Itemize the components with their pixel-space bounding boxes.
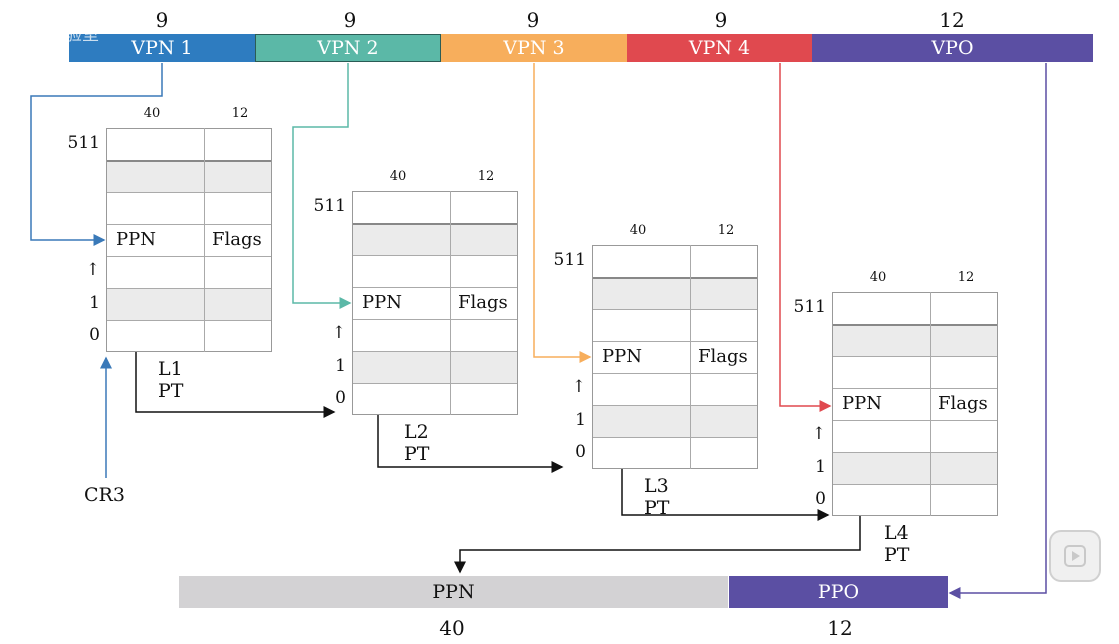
vpo-field: VPO <box>812 34 1093 62</box>
table-row <box>352 255 518 287</box>
col-ppn-bits: 40 <box>389 169 407 184</box>
watermark: 实验室 <box>0 14 214 50</box>
table-row <box>832 292 998 324</box>
index-1: 1 <box>335 356 346 376</box>
col-flags-bits: 12 <box>957 270 975 285</box>
column-divider <box>930 292 931 516</box>
table-row <box>352 351 518 383</box>
entry-flags: Flags <box>212 229 262 250</box>
index-511: 511 <box>313 196 346 216</box>
entry-flags: Flags <box>698 346 748 367</box>
col-ppn-bits: 40 <box>869 270 887 285</box>
index-arrow-icon: ↑ <box>85 260 100 280</box>
watermark-logo-icon <box>4 22 24 42</box>
table-frame <box>352 191 518 415</box>
table-row <box>832 324 998 356</box>
table-row <box>832 452 998 484</box>
entry-ppn: PPN <box>116 229 156 250</box>
physical-ppo-bits: 12 <box>827 616 853 640</box>
vpn4-arrow <box>779 63 832 412</box>
vpn4-field: VPN 4 <box>627 34 812 62</box>
column-divider <box>450 191 451 415</box>
table-row <box>832 420 998 452</box>
column-divider <box>690 245 691 469</box>
vpn4-bits: 9 <box>714 8 728 32</box>
table-frame <box>832 292 998 516</box>
table-row <box>352 319 518 351</box>
table-row <box>832 356 998 388</box>
col-ppn-bits: 40 <box>629 223 647 238</box>
vpn3-field: VPN 3 <box>441 34 627 62</box>
index-1: 1 <box>89 293 100 313</box>
vpn2-field: VPN 2 <box>255 34 441 62</box>
index-arrow-icon: ↑ <box>811 424 826 444</box>
vpn1-arrow <box>30 63 163 246</box>
entry-flags: Flags <box>938 393 988 414</box>
table-row <box>592 277 758 309</box>
table-row <box>352 383 518 415</box>
table-row <box>106 192 272 224</box>
page-table-name: L4 PT <box>884 522 910 566</box>
table-row <box>592 405 758 437</box>
entry-ppn: PPN <box>602 346 642 367</box>
index-511: 511 <box>793 297 826 317</box>
col-flags-bits: 12 <box>477 169 495 184</box>
entry-ppn: PPN <box>362 292 402 313</box>
table-row <box>592 373 758 405</box>
table-row <box>832 388 998 420</box>
table-row <box>592 341 758 373</box>
page-table-name: L2 PT <box>404 421 430 465</box>
index-1: 1 <box>815 457 826 477</box>
index-1: 1 <box>575 410 586 430</box>
vpn2-bits: 9 <box>343 8 357 32</box>
index-0: 0 <box>575 442 586 462</box>
table-frame <box>592 245 758 469</box>
table-row <box>352 287 518 319</box>
col-flags-bits: 12 <box>231 106 249 121</box>
index-0: 0 <box>815 489 826 509</box>
page-table-name: L1 PT <box>158 358 184 402</box>
vpn1-field: VPN 1 <box>69 34 255 62</box>
vpn2-arrow <box>292 63 352 309</box>
entry-flags: Flags <box>458 292 508 313</box>
play-icon <box>1064 545 1086 567</box>
vpn1-bits: 9 <box>155 8 169 32</box>
physical-ppn-bits: 40 <box>439 616 465 640</box>
table-row <box>352 223 518 255</box>
vpo-arrow <box>948 63 1047 599</box>
index-arrow-icon: ↑ <box>331 323 346 343</box>
vpo-bits: 12 <box>939 8 965 32</box>
vpn3-bits: 9 <box>526 8 540 32</box>
index-0: 0 <box>335 388 346 408</box>
table-row <box>106 320 272 352</box>
table-row <box>832 484 998 516</box>
physical-ppn-field: PPN <box>179 576 728 608</box>
index-511: 511 <box>67 133 100 153</box>
entry-ppn: PPN <box>842 393 882 414</box>
physical-ppo-field: PPO <box>729 576 948 608</box>
col-flags-bits: 12 <box>717 223 735 238</box>
index-0: 0 <box>89 325 100 345</box>
col-ppn-bits: 40 <box>143 106 161 121</box>
play-button[interactable] <box>1049 530 1101 582</box>
table-row <box>592 245 758 277</box>
page-table-name: L3 PT <box>644 475 670 519</box>
watermark-text: 实验室 <box>48 24 99 45</box>
table-row <box>106 224 272 256</box>
index-arrow-icon: ↑ <box>571 377 586 397</box>
table-row <box>592 309 758 341</box>
table-row <box>592 437 758 469</box>
column-divider <box>204 128 205 352</box>
vpn3-arrow <box>533 63 592 363</box>
index-511: 511 <box>553 250 586 270</box>
table-row <box>106 256 272 288</box>
table-row <box>106 288 272 320</box>
table-row <box>106 160 272 192</box>
cr3-label: CR3 <box>84 484 125 506</box>
table-frame <box>106 128 272 352</box>
